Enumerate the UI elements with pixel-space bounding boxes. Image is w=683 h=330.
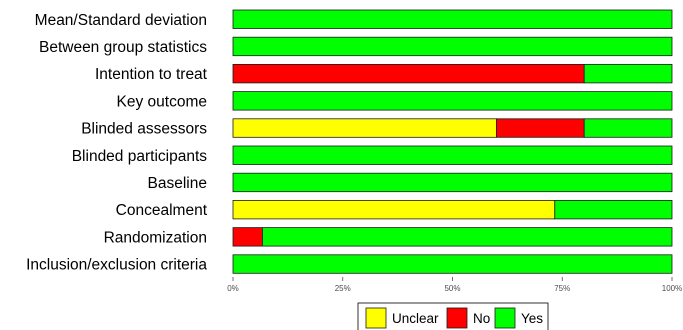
bar-segment-yes xyxy=(554,199,673,220)
bar-segment-yes xyxy=(232,254,673,274)
x-tick-label: 50% xyxy=(444,284,460,293)
legend: Unclear No Yes xyxy=(357,302,549,330)
bar-segment-no xyxy=(232,227,263,247)
x-tick-label: 25% xyxy=(335,284,351,293)
x-axis: 0% 25% 50% 75% 100% xyxy=(227,277,682,293)
bar-segment-yes xyxy=(232,91,673,111)
legend-swatch-unclear xyxy=(365,307,387,329)
bar-segment-yes xyxy=(583,64,673,84)
legend-swatch-no xyxy=(446,307,468,329)
bar-segment-yes xyxy=(232,9,673,29)
category-label: Intention to treat xyxy=(95,66,208,83)
legend-items-group: Unclear No Yes xyxy=(365,307,543,329)
category-labels-group: Mean/Standard deviation Between group sta… xyxy=(26,12,208,274)
bar-segment-yes xyxy=(232,36,673,57)
bars-group xyxy=(232,9,673,274)
legend-label-no: No xyxy=(473,311,490,326)
legend-swatch-yes xyxy=(494,307,516,329)
x-tick-label: 0% xyxy=(227,284,239,293)
bar-segment-yes xyxy=(583,118,673,138)
category-label: Mean/Standard deviation xyxy=(35,12,207,29)
x-tick-label: 75% xyxy=(554,284,570,293)
legend-label-yes: Yes xyxy=(521,311,543,326)
category-label: Inclusion/exclusion criteria xyxy=(26,257,207,274)
category-label: Baseline xyxy=(148,175,207,192)
bar-segment-yes xyxy=(232,172,673,193)
category-label: Blinded participants xyxy=(72,148,208,165)
x-tick-label: 100% xyxy=(662,284,682,293)
x-ticks-group: 0% 25% 50% 75% 100% xyxy=(227,277,682,293)
legend-label-unclear: Unclear xyxy=(392,311,439,326)
category-label: Blinded assessors xyxy=(81,121,207,138)
bar-segment-unclear xyxy=(232,118,497,138)
bar-segment-no xyxy=(232,64,585,84)
bar-segment-yes xyxy=(232,145,673,165)
category-label: Concealment xyxy=(116,202,208,219)
category-label: Between group statistics xyxy=(39,39,207,56)
category-label: Key outcome xyxy=(117,93,207,110)
bar-segment-yes xyxy=(262,227,673,247)
category-label: Randomization xyxy=(104,229,207,246)
bar-segment-unclear xyxy=(232,199,556,220)
bar-segment-no xyxy=(495,118,585,138)
